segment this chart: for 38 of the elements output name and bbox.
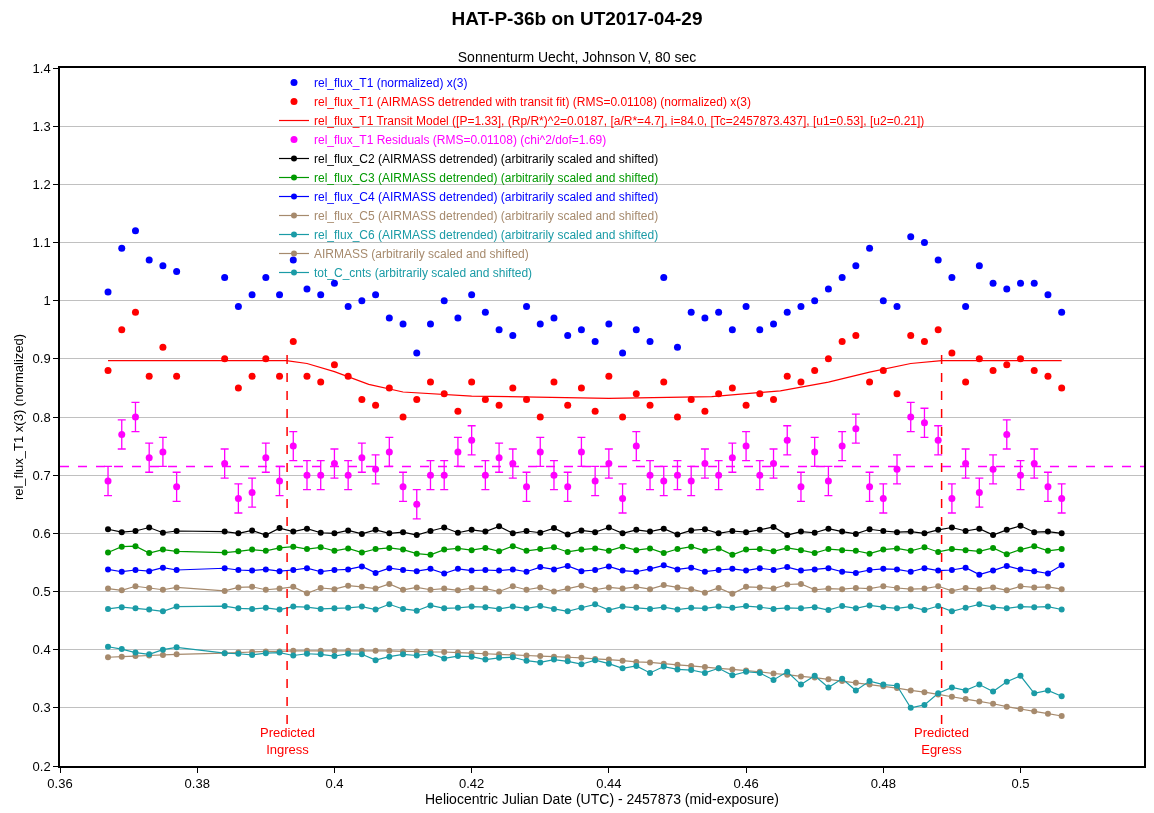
legend-label: rel_flux_C5 (AIRMASS detrended) (arbitrarily scaled and shifted) [314,209,659,224]
legend-label: rel_flux_T1 (AIRMASS detrended with transit fit) (RMS=0.01108) (normalized) x(3) [314,95,751,110]
x-tick-label: 0.44 [596,776,622,792]
y-tick-label: 0.6 [32,525,51,541]
legend-label: rel_flux_T1 Transit Model ([P=1.33], (Rp/R*)^2=0.0187, [a/R*=4.7], i=84.0, [Tc=2457873.437], [u1=0.53], [u2=0.21]) [314,114,925,129]
ref-line-label: Predicted Egress [914,725,969,757]
x-tick-label: 0.42 [458,776,485,792]
legend-label: rel_flux_C4 (AIRMASS detrended) (arbitrarily scaled and shifted) [314,190,659,205]
chart-subtitle: Sonnenturm Uecht, Johnson V, 80 sec [457,48,697,65]
legend-label: rel_flux_C3 (AIRMASS detrended) (arbitrarily scaled and shifted) [314,171,659,186]
legend-label: tot_C_cnts (arbitrarily scaled and shifted) [314,266,533,281]
y-tick-label: 0.8 [32,409,51,425]
y-tick-label: 1.2 [32,176,51,192]
ref-line-label: Predicted Ingress [260,725,315,757]
x-tick-label: 0.46 [733,776,759,792]
x-tick-label: 0.36 [47,776,73,792]
legend-label: AIRMASS (arbitrarily scaled and shifted) [314,247,529,262]
y-tick-label: 1 [43,293,51,309]
x-tick-label: 0.38 [184,776,210,792]
y-tick-label: 1.3 [32,118,51,134]
y-tick-label: 1.4 [32,60,51,76]
x-axis-title: Heliocentric Julian Date (UTC) - 2457873 (mid-exposure) [424,791,780,808]
y-tick-label: 0.2 [32,758,51,774]
y-tick-label: 0.7 [32,467,51,483]
y-tick-label: 0.9 [32,351,51,367]
y-tick-label: 0.5 [32,584,51,600]
x-tick-label: 0.5 [1011,776,1030,792]
y-tick-label: 0.4 [32,642,51,658]
chart-title: HAT-P-36b on UT2017-04-29 [451,8,703,30]
legend-label: rel_flux_C6 (AIRMASS detrended) (arbitrarily scaled and shifted) [314,228,659,243]
legend-label: rel_flux_T1 (normalized) x(3) [314,76,468,91]
x-tick-label: 0.4 [325,776,344,792]
legend-label: rel_flux_C2 (AIRMASS detrended) (arbitrarily scaled and shifted) [314,152,659,167]
x-tick-label: 0.48 [870,776,896,792]
y-tick-label: 1.1 [32,235,51,251]
legend-label: rel_flux_T1 Residuals (RMS=0.01108) (chi^2/dof=1.69) [314,133,607,148]
y-tick-label: 0.3 [32,700,51,716]
y-axis-title: rel_flux_T1 x(3) (normalized) [11,333,27,501]
